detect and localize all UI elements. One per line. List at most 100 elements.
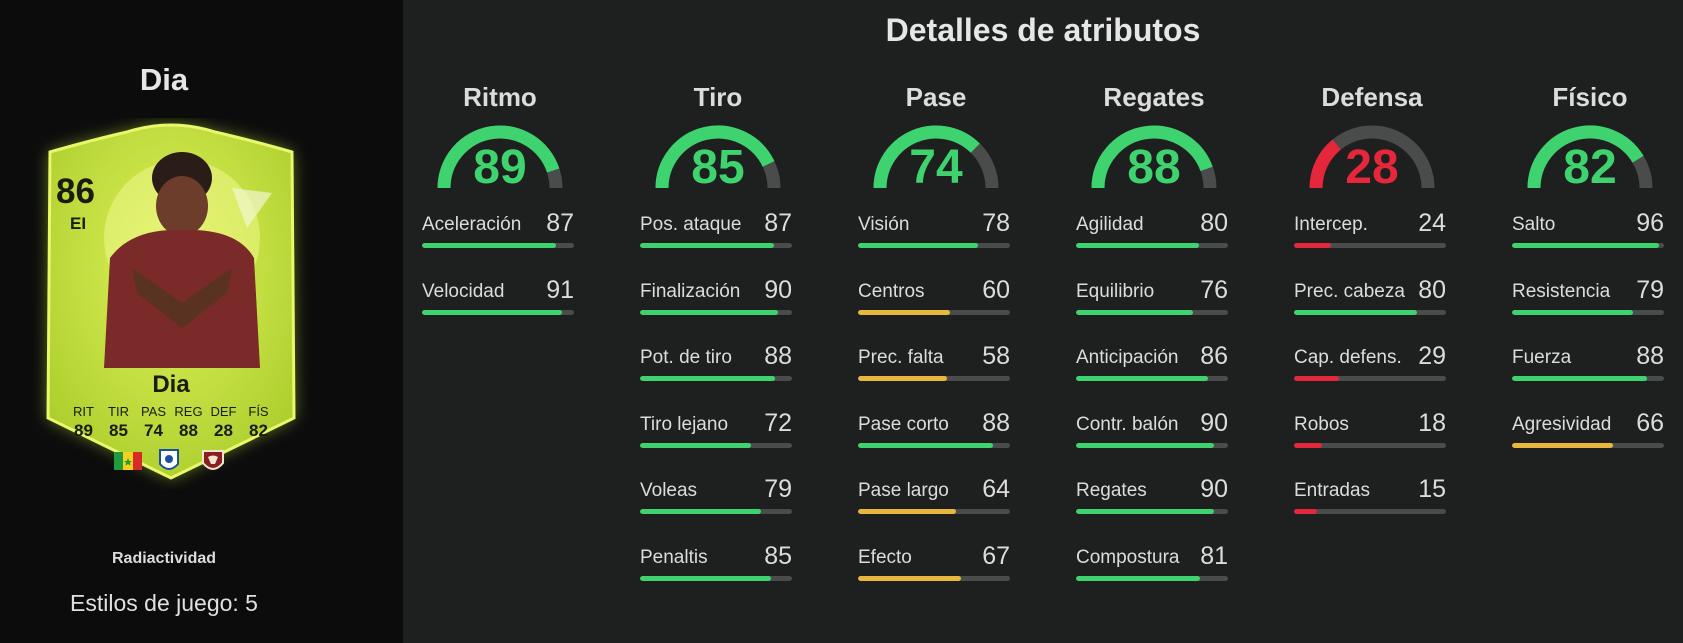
gauge-fill xyxy=(437,125,560,189)
gauge-arc xyxy=(873,125,999,189)
attribute-row[interactable]: Entradas 15 xyxy=(1292,474,1452,514)
player-card[interactable]: 86 EI Dia RIT TIR PAS REG DEF FÍS 89 85 … xyxy=(32,118,310,490)
attribute-bar-fill xyxy=(640,376,776,381)
category-name: Ritmo xyxy=(463,82,537,112)
attribute-row[interactable]: Pos. ataque 87 xyxy=(638,208,798,248)
league-logo-icon xyxy=(159,449,179,470)
card-stat-value: 28 xyxy=(214,421,233,440)
attribute-bar-fill xyxy=(858,509,957,514)
attribute-name: Visión xyxy=(858,214,910,235)
attribute-row[interactable]: Pot. de tiro 88 xyxy=(638,341,798,381)
category-5: Físico 82 Salto 96 Resistencia 79 Fuerza 88 Agre… xyxy=(1510,80,1670,448)
attribute-row[interactable]: Pase largo 64 xyxy=(856,474,1016,514)
attribute-row[interactable]: Finalización 90 xyxy=(638,275,798,315)
attribute-value: 87 xyxy=(764,209,792,237)
gauge-arc xyxy=(1527,125,1653,189)
attribute-row[interactable]: Resistencia 79 xyxy=(1510,275,1670,315)
attribute-row[interactable]: Pase corto 88 xyxy=(856,408,1016,448)
gauge-fill xyxy=(655,125,775,189)
attribute-row[interactable]: Contr. balón 90 xyxy=(1074,408,1234,448)
attribute-bar xyxy=(640,243,792,248)
attribute-name: Resistencia xyxy=(1512,280,1611,302)
attribute-value: 79 xyxy=(1636,275,1664,304)
attribute-row[interactable]: Robos 18 xyxy=(1292,408,1452,448)
attribute-row[interactable]: Intercep. 24 xyxy=(1292,208,1452,248)
attribute-row[interactable]: Compostura 81 xyxy=(1074,541,1234,581)
attribute-bar xyxy=(858,243,1010,248)
category-2: Pase 74 Visión 78 Centros 60 Prec. falta 58 Pase… xyxy=(856,80,1016,581)
attribute-value: 66 xyxy=(1636,408,1664,437)
attribute-value: 88 xyxy=(1636,342,1664,370)
attribute-row[interactable]: Agilidad 80 xyxy=(1074,208,1234,248)
card-stat-label: RIT xyxy=(73,404,94,419)
category-value: 88 xyxy=(1127,141,1181,194)
attribute-row[interactable]: Efecto 67 xyxy=(856,541,1016,581)
gauge-arc xyxy=(1091,125,1217,189)
attribute-row[interactable]: Prec. cabeza 80 xyxy=(1292,275,1452,315)
attribute-bar-fill xyxy=(1294,243,1331,248)
attribute-row[interactable]: Visión 78 xyxy=(856,208,1016,248)
attribute-value: 85 xyxy=(764,541,792,570)
attribute-bar-fill xyxy=(858,575,961,581)
attribute-bar-fill xyxy=(1512,442,1614,448)
senegal-flag-icon xyxy=(114,452,142,470)
attribute-bar xyxy=(1512,442,1664,448)
attribute-row[interactable]: Salto 96 xyxy=(1510,208,1670,248)
attribute-row[interactable]: Aceleración 87 xyxy=(420,208,580,248)
attribute-bar xyxy=(1076,376,1228,381)
attribute-name: Regates xyxy=(1076,480,1147,501)
attribute-value: 24 xyxy=(1418,209,1446,237)
attribute-bar-fill xyxy=(422,309,562,315)
attribute-bar xyxy=(640,309,792,315)
attribute-bar xyxy=(858,509,1010,514)
attribute-row[interactable]: Anticipación 86 xyxy=(1074,341,1234,381)
attribute-bar-fill xyxy=(858,376,948,381)
attribute-row[interactable]: Cap. defens. 29 xyxy=(1292,341,1452,381)
attribute-name: Equilibrio xyxy=(1076,280,1155,302)
attribute-bar xyxy=(1294,309,1446,315)
attribute-row[interactable]: Velocidad 91 xyxy=(420,275,580,315)
attribute-row[interactable]: Voleas 79 xyxy=(638,474,798,514)
playstyles-count[interactable]: Estilos de juego: 5 xyxy=(70,590,258,616)
attribute-bar xyxy=(1076,509,1228,514)
category-value: 85 xyxy=(691,141,745,194)
attribute-value: 80 xyxy=(1418,275,1446,304)
attribute-name: Fuerza xyxy=(1512,347,1572,368)
attribute-bar xyxy=(422,243,574,248)
attribute-bar-fill xyxy=(1512,309,1634,315)
attribute-bar xyxy=(1294,442,1446,448)
attribute-name: Prec. cabeza xyxy=(1294,280,1405,302)
attribute-row[interactable]: Prec. falta 58 xyxy=(856,341,1016,381)
attribute-name: Pot. de tiro xyxy=(640,347,732,368)
attribute-bar-fill xyxy=(640,442,751,448)
attribute-name: Tiro lejano xyxy=(640,413,729,435)
attribute-bar-fill xyxy=(1294,509,1318,514)
attribute-bar xyxy=(422,309,574,315)
attribute-row[interactable]: Centros 60 xyxy=(856,275,1016,315)
attribute-bar xyxy=(640,442,792,448)
attribute-name: Penaltis xyxy=(640,546,708,568)
attribute-row[interactable]: Equilibrio 76 xyxy=(1074,275,1234,315)
attribute-bar-fill xyxy=(858,442,994,448)
attribute-value: 29 xyxy=(1418,342,1446,370)
category-gauge: 88 xyxy=(1074,124,1234,204)
attribute-value: 90 xyxy=(764,275,792,304)
attribute-name: Compostura xyxy=(1076,546,1180,568)
section-title: Detalles de atributos xyxy=(885,12,1201,48)
card-stat-value: 82 xyxy=(249,421,268,440)
category-value: 89 xyxy=(473,141,527,194)
attribute-bar xyxy=(858,376,1010,381)
club-crest-icon xyxy=(202,450,224,470)
attribute-bar xyxy=(1076,442,1228,448)
attribute-row[interactable]: Agresividad 66 xyxy=(1510,408,1670,448)
attribute-row[interactable]: Fuerza 88 xyxy=(1510,341,1670,381)
attribute-row[interactable]: Penaltis 85 xyxy=(638,541,798,581)
category-name: Regates xyxy=(1103,82,1205,112)
attribute-value: 81 xyxy=(1200,541,1228,570)
attribute-bar xyxy=(858,575,1010,581)
gauge-fill xyxy=(1091,125,1213,189)
attribute-bar xyxy=(1076,243,1228,248)
attribute-row[interactable]: Tiro lejano 72 xyxy=(638,408,798,448)
attribute-row[interactable]: Regates 90 xyxy=(1074,474,1234,514)
gauge-fill xyxy=(1309,139,1342,189)
